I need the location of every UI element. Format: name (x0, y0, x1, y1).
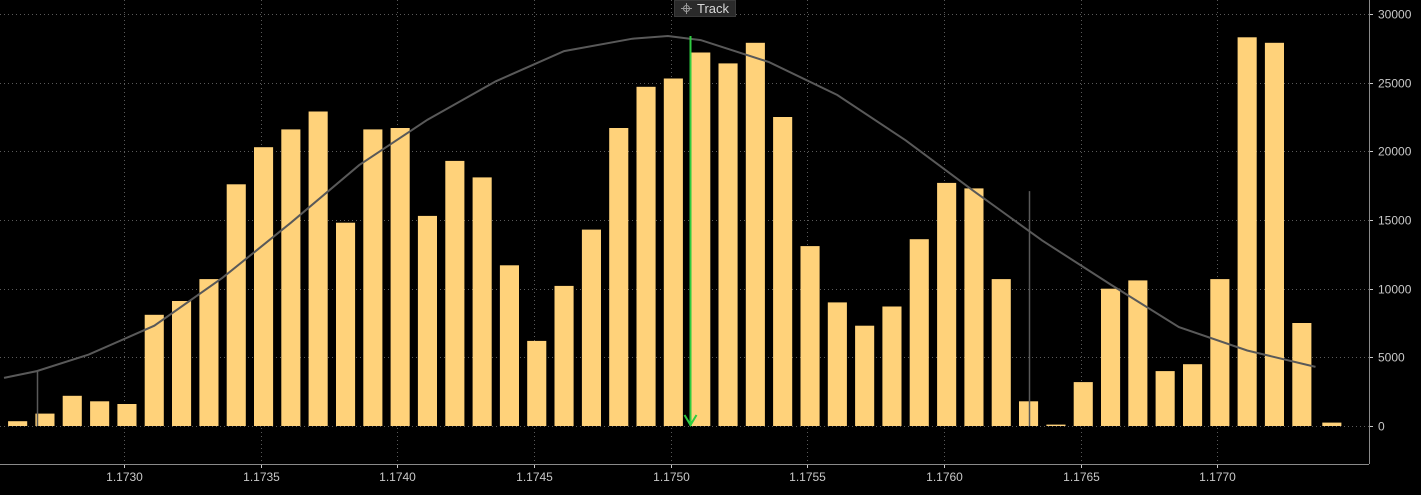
bar (1155, 371, 1175, 426)
bar (62, 395, 82, 426)
x-tick-label: 1.1765 (1063, 470, 1100, 484)
y-tick-label: 5000 (1378, 351, 1405, 365)
bar (1183, 364, 1203, 426)
bar (254, 147, 274, 426)
y-tick-label: 15000 (1378, 214, 1412, 228)
axis-layer: 0 5000 10000 15000 20000 25000 30000 1.1730 1.17… (0, 0, 1412, 484)
bar (964, 188, 984, 426)
marker-layer (683, 35, 698, 427)
bar (773, 117, 793, 426)
bar (827, 302, 847, 426)
bar (527, 340, 547, 426)
bar (554, 285, 574, 426)
bar (8, 421, 28, 426)
bars-layer (8, 37, 1342, 427)
bar (445, 160, 465, 426)
y-tick-label: 10000 (1378, 283, 1412, 297)
bar (1073, 382, 1093, 426)
bar (472, 177, 492, 426)
x-tick-label: 1.1730 (106, 470, 143, 484)
bar (144, 314, 164, 426)
x-tick-label: 1.1755 (789, 470, 826, 484)
bar (1046, 424, 1066, 426)
bar (609, 128, 629, 426)
bar (308, 111, 328, 426)
y-tick-label: 20000 (1378, 145, 1412, 159)
bar (581, 229, 601, 426)
bar (336, 222, 356, 426)
y-tick-label: 30000 (1378, 8, 1412, 22)
bar (1019, 401, 1039, 426)
bar (35, 413, 55, 426)
x-tick-label: 1.1740 (379, 470, 416, 484)
bar (117, 404, 137, 426)
bar (1237, 37, 1257, 427)
bar (226, 184, 246, 426)
x-tick-label: 1.1750 (653, 470, 690, 484)
x-tick-label: 1.1735 (243, 470, 280, 484)
bar (1292, 323, 1312, 426)
bar (199, 279, 219, 426)
bar (499, 265, 519, 426)
bar (1210, 279, 1230, 426)
x-tick-label: 1.1745 (516, 470, 553, 484)
bar (636, 86, 656, 427)
curve-layer (3, 34, 1316, 426)
bar (691, 52, 711, 426)
bar (937, 182, 957, 426)
y-tick-label: 25000 (1378, 77, 1412, 91)
bar (909, 239, 929, 426)
bar (745, 42, 765, 427)
bar (663, 78, 683, 426)
bar (718, 63, 738, 427)
bar (1264, 42, 1284, 427)
bar (882, 306, 902, 426)
bar (1322, 422, 1342, 426)
bar (417, 215, 437, 426)
bar (90, 401, 110, 426)
track-label: Track (697, 0, 730, 16)
bar (363, 129, 383, 426)
bar (800, 246, 820, 426)
bar (855, 325, 875, 426)
x-tick-label: 1.1760 (926, 470, 963, 484)
bar (390, 128, 410, 426)
bar (172, 301, 192, 426)
bar (1128, 280, 1148, 426)
y-tick-label: 0 (1378, 420, 1385, 434)
bar (281, 129, 301, 426)
crosshair-icon (681, 3, 692, 14)
bar (991, 279, 1011, 426)
bar (1101, 288, 1121, 426)
x-tick-label: 1.1770 (1199, 470, 1236, 484)
track-button[interactable]: Track (674, 0, 737, 17)
marker-arrow-icon (683, 414, 698, 427)
distribution-curve (3, 34, 1316, 379)
